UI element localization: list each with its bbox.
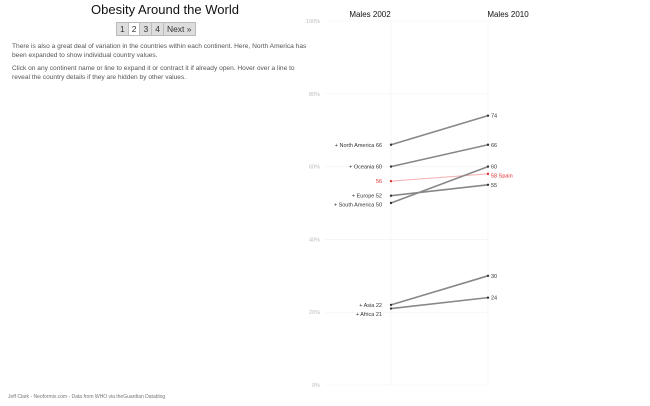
point: [486, 274, 490, 277]
point: [486, 172, 490, 176]
series-label-right: 60: [491, 165, 497, 171]
series-label-right: 24: [491, 296, 497, 302]
y-tick-label: 80%: [309, 92, 320, 98]
series-label-right: 58 Spain: [491, 174, 513, 180]
series-label-left[interactable]: + South America 50: [334, 203, 382, 209]
point: [389, 201, 393, 205]
description: There is also a great deal of variation …: [12, 43, 307, 59]
series-label-right: 66: [491, 143, 497, 149]
y-tick-label: 20%: [309, 310, 320, 316]
series-label-left[interactable]: + Africa 21: [356, 312, 382, 318]
page-3-button[interactable]: 3: [140, 23, 153, 35]
series-label-right: 30: [491, 274, 497, 280]
series-label-right: 74: [491, 114, 497, 120]
y-tick-label: 60%: [309, 165, 320, 171]
next-button[interactable]: Next »: [166, 24, 192, 34]
y-tick-label: 40%: [309, 237, 320, 243]
series-label-left[interactable]: 56: [376, 179, 382, 185]
column-header: Males 2010: [487, 10, 529, 19]
column-header: Males 2002: [349, 10, 391, 19]
series-line[interactable]: [390, 173, 489, 182]
series-line[interactable]: [390, 275, 489, 306]
series-line[interactable]: [390, 143, 489, 168]
point: [486, 114, 490, 117]
point: [389, 165, 393, 168]
series-label-right: 55: [491, 183, 497, 189]
instructions: Click on any continent name or line to e…: [12, 65, 295, 81]
point: [486, 165, 490, 168]
page-1-button[interactable]: 1: [117, 23, 129, 35]
series-label-left[interactable]: + North America 66: [335, 143, 382, 149]
point: [486, 296, 490, 299]
point: [486, 143, 490, 146]
footer-credit: Jeff Clark - Neoformix.com - Data from W…: [8, 394, 166, 400]
point: [389, 303, 393, 307]
page-4-button[interactable]: 4: [152, 23, 164, 35]
point: [389, 143, 393, 146]
point: [486, 183, 490, 186]
y-tick-label: 0%: [312, 383, 320, 389]
series-line[interactable]: [390, 165, 489, 204]
pager: 1 2 3 4 Next »: [116, 22, 196, 36]
series-label-left[interactable]: + Europe 52: [352, 194, 382, 200]
series-label-left[interactable]: + Oceania 60: [349, 165, 382, 171]
point: [389, 179, 393, 183]
point: [389, 194, 393, 197]
series-line[interactable]: [390, 296, 489, 310]
series-line[interactable]: [390, 114, 489, 146]
page-title: Obesity Around the World: [91, 2, 239, 17]
series-label-left[interactable]: + Asia 22: [359, 303, 382, 309]
y-tick-label: 100%: [306, 19, 320, 25]
point: [389, 307, 393, 310]
series-line[interactable]: [390, 184, 489, 197]
page-2-button[interactable]: 2: [128, 23, 141, 35]
